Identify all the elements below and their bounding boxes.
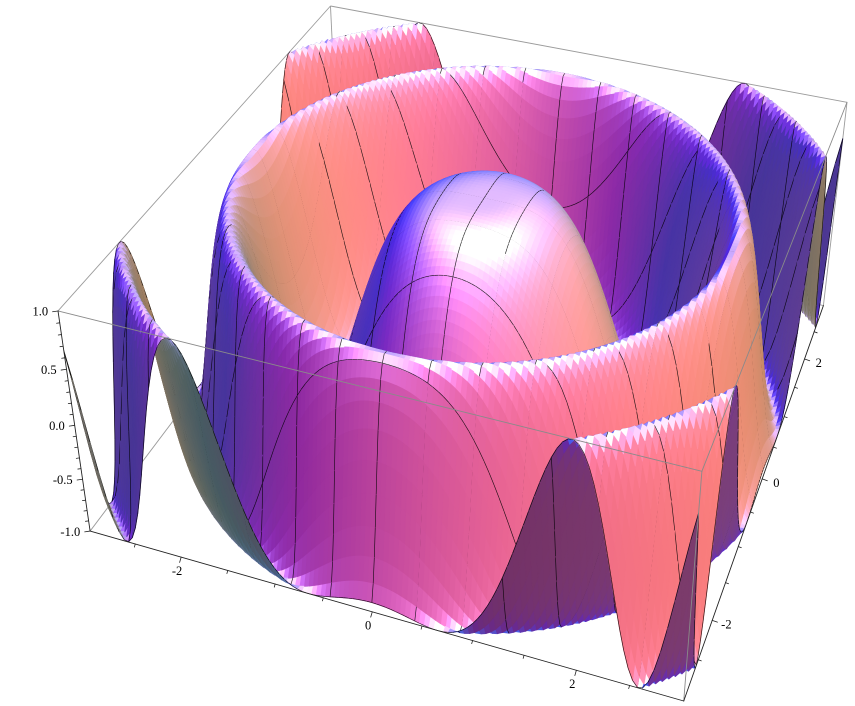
- plot3d-figure: [0, 0, 855, 706]
- surface-plot-canvas: [0, 0, 855, 706]
